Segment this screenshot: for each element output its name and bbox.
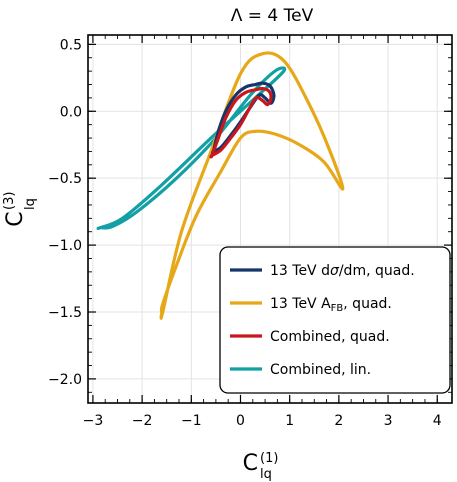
x-tick-label: −1: [181, 413, 202, 429]
legend-label-3: Combined, lin.: [270, 362, 371, 378]
legend-label-0: 13 TeV dσ/dm, quad.: [270, 263, 415, 279]
legend-label-2: Combined, quad.: [270, 329, 390, 345]
x-tick-label: 0: [236, 413, 245, 429]
y-tick-label: 0.5: [60, 37, 82, 53]
x-axis-label-main: C: [243, 451, 258, 476]
series-line-3: [96, 66, 287, 231]
series-line-0: [211, 81, 276, 155]
y-axis-label-sup: (3): [2, 192, 17, 210]
y-axis-label-sub: lq: [23, 198, 38, 210]
y-axis-label-main: C: [3, 211, 28, 226]
series-line-1: [159, 51, 345, 320]
x-axis-label-sup: (1): [260, 451, 278, 466]
svg-text:C: C: [3, 211, 28, 226]
y-tick-label: 0.0: [60, 104, 82, 120]
legend: 13 TeV dσ/dm, quad. 13 TeV AFB, quad. Comb…: [219, 246, 451, 394]
x-tick-label: −3: [83, 413, 104, 429]
y-tick-label: −1.5: [48, 305, 82, 321]
x-axis-label-sub: lq: [260, 467, 272, 482]
x-tick-label: 4: [433, 413, 442, 429]
y-tick-label: −1.0: [48, 238, 82, 254]
legend-label-1: 13 TeV AFB, quad.: [270, 296, 392, 314]
legend-box: [219, 246, 451, 394]
x-tick-label: −2: [132, 413, 153, 429]
x-tick-label: 2: [334, 413, 343, 429]
x-tick-label: 3: [384, 413, 393, 429]
series-layer: [96, 51, 345, 320]
series-line-2: [209, 86, 273, 159]
x-axis-label: C (1) lq: [243, 451, 279, 482]
plot-frame: [87, 34, 453, 404]
y-tick-label: −0.5: [48, 171, 82, 187]
x-tick-label: 1: [285, 413, 294, 429]
y-axis-label: C (3) lq: [2, 192, 38, 227]
y-tick-label: −2.0: [48, 372, 82, 388]
chart-title: Λ = 4 TeV: [231, 6, 314, 26]
